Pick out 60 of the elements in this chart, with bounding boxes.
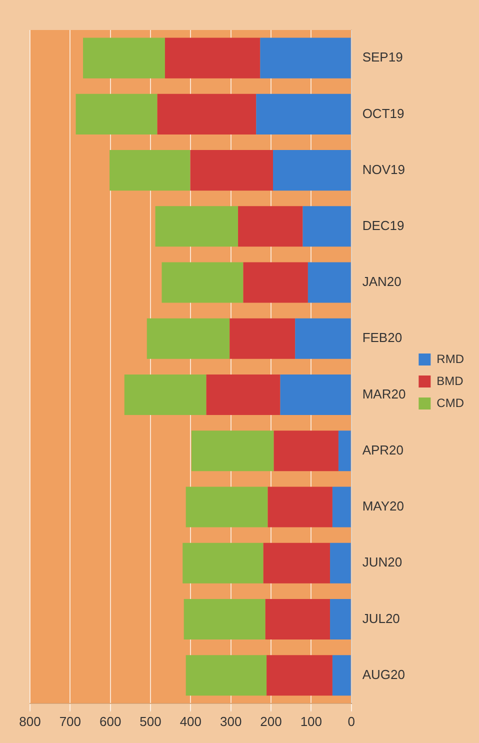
y-tick-label: APR20 — [362, 442, 404, 458]
bar — [263, 542, 330, 584]
bar — [302, 206, 351, 247]
bar — [332, 486, 351, 528]
bar — [83, 38, 165, 78]
x-tick-label: 300 — [220, 714, 242, 729]
bar — [280, 374, 351, 416]
bar — [76, 94, 158, 134]
y-tick-label: JAN20 — [362, 274, 402, 290]
bar — [268, 486, 332, 528]
legend-label: CMD — [436, 396, 464, 410]
bar — [164, 38, 260, 78]
bar — [332, 655, 351, 696]
bar — [256, 94, 351, 134]
bar — [191, 430, 274, 472]
bar — [273, 150, 351, 191]
y-tick-label: JUN20 — [362, 554, 402, 570]
y-tick-label: DEC19 — [362, 218, 404, 233]
y-tick-label: MAR20 — [362, 386, 406, 402]
x-tick-label: 200 — [260, 714, 282, 729]
bar — [186, 486, 268, 528]
bar — [338, 430, 351, 472]
y-tick-label: NOV19 — [362, 162, 405, 177]
legend-label: RMD — [436, 352, 464, 366]
x-tick-label: 800 — [19, 714, 41, 729]
bar — [157, 94, 256, 134]
x-tick-label: 700 — [59, 714, 82, 729]
bar — [265, 598, 330, 640]
x-tick-label: 400 — [180, 714, 202, 729]
bar — [330, 598, 351, 640]
y-tick-label: JUL20 — [362, 610, 400, 626]
y-tick-label: MAY20 — [362, 498, 404, 514]
bar — [230, 318, 296, 359]
bar — [162, 262, 244, 303]
legend-label: BMD — [436, 374, 464, 388]
x-tick-label: 0 — [348, 714, 355, 729]
bar — [238, 206, 303, 247]
bar — [184, 598, 266, 640]
bar — [110, 150, 190, 191]
x-tick-label: 600 — [99, 714, 122, 729]
bar — [266, 655, 332, 696]
y-tick-label: SEP19 — [362, 50, 403, 65]
bar — [186, 655, 267, 696]
bar — [182, 542, 264, 584]
bar — [206, 374, 280, 416]
bar — [243, 262, 308, 303]
bar — [274, 430, 338, 472]
bar — [124, 374, 206, 416]
bar — [330, 542, 351, 584]
y-tick-label: AUG20 — [362, 666, 405, 682]
x-tick-label: 500 — [140, 714, 162, 729]
bar — [155, 206, 238, 247]
bar — [190, 150, 273, 191]
x-tick-label: 100 — [300, 714, 322, 729]
bar — [295, 318, 351, 359]
y-tick-label: OCT19 — [362, 106, 404, 121]
bar — [260, 38, 351, 78]
bar — [146, 318, 230, 359]
bar — [308, 262, 351, 303]
y-tick-label: FEB20 — [362, 330, 402, 346]
